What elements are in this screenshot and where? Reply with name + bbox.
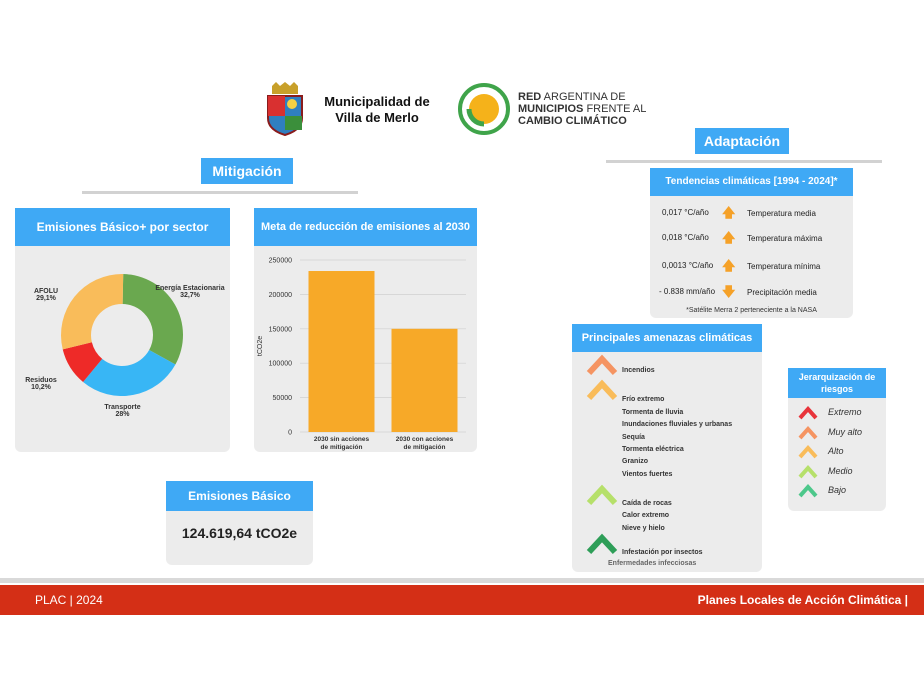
arrow-down-icon: 🡇	[722, 284, 736, 299]
mitigacion-title: Mitigación	[201, 158, 293, 184]
bar	[308, 271, 375, 432]
donut-label-energia: Energía Estacionaria 32,7%	[155, 285, 225, 299]
adaptacion-title: Adaptación	[695, 128, 789, 154]
arrow-up-icon: 🡅	[722, 230, 736, 245]
y-tick-label: 150000	[269, 326, 292, 333]
bar-chart: 0 50000 100000 150000 200000 250000 tCO2e 2030 …	[257, 258, 466, 451]
x-tick-label: 2030 con acciones	[396, 436, 454, 443]
trend-value: 0,017 °C/año	[662, 208, 709, 217]
amenaza-item: Enfermedades infecciosas	[608, 560, 697, 567]
jerarquizacion-title: Jerarquización de riesgos	[788, 368, 886, 398]
trend-label: Temperatura máxima	[747, 234, 823, 243]
footer-bar: PLAC | 2024 Planes Locales de Acción Cli…	[0, 585, 924, 615]
trend-label: Temperatura media	[747, 209, 816, 218]
donut-label-transporte: Transporte 28%	[104, 404, 141, 418]
tendencias-row: - 0.838 mm/año 🡇 Precipitación media	[650, 283, 853, 305]
donut-card: Emisiones Básico+ por sector Energía Est…	[15, 208, 230, 452]
trend-value: 0,0013 °C/año	[662, 261, 714, 270]
donut-chart	[61, 274, 183, 396]
risk-level-label: Muy alto	[828, 426, 863, 437]
risk-level-label: Extremo	[828, 407, 862, 417]
y-tick-label: 200000	[269, 292, 292, 299]
arrow-up-icon: 🡅	[722, 205, 736, 220]
amenazas-title: Principales amenazas climáticas	[572, 324, 762, 352]
chevron-up-icon	[586, 379, 618, 401]
tendencias-title: Tendencias climáticas [1994 - 2024]*	[650, 168, 853, 196]
adaptacion-divider	[606, 160, 882, 163]
y-tick-label: 100000	[269, 361, 292, 368]
donut-slice	[62, 342, 103, 382]
chevron-up-icon	[798, 464, 818, 478]
chevron-up-icon	[586, 484, 618, 506]
basico-value: 124.619,64 tCO2e	[181, 525, 298, 541]
basico-title: Emisiones Básico	[166, 481, 313, 511]
footer-left: PLAC | 2024	[35, 593, 103, 607]
trend-value: - 0.838 mm/año	[659, 287, 716, 296]
y-tick-label: 50000	[273, 395, 293, 402]
red-logo-text: RED ARGENTINA DE MUNICIPIOS FRENTE AL CA…	[518, 91, 647, 127]
y-tick-label: 250000	[269, 258, 292, 265]
arrow-up-icon: 🡅	[722, 258, 736, 273]
chevron-up-icon	[798, 425, 818, 439]
risk-level-label: Alto	[828, 446, 844, 456]
red-logo-icon	[457, 82, 511, 136]
donut-slice	[122, 274, 183, 365]
chevron-up-icon	[798, 445, 818, 459]
x-tick-label: de mitigación	[404, 444, 446, 451]
tendencias-row: 0,017 °C/año 🡅 Temperatura media	[650, 204, 853, 226]
municipality-name: Municipalidad de Villa de Merlo	[324, 94, 430, 125]
amenaza-item: Infestación por insectos	[622, 549, 703, 556]
amenaza-item: Caída de rocas	[622, 500, 672, 507]
donut-label-residuos: Residuos 10,2%	[25, 377, 57, 391]
x-tick-label: de mitigación	[321, 444, 363, 451]
amenaza-item: Calor extremo	[622, 512, 670, 519]
amenazas-card: Principales amenazas climáticas Incendio…	[572, 324, 762, 572]
amenaza-item: Nieve y hielo	[622, 525, 665, 532]
amenaza-item: Inundaciones fluviales y urbanas	[622, 421, 733, 428]
chevron-up-icon	[586, 533, 618, 555]
basico-card: Emisiones Básico 124.619,64 tCO2e	[166, 481, 313, 565]
donut-slice	[61, 274, 124, 350]
trend-value: 0,018 °C/año	[662, 233, 709, 242]
tendencias-row: 0,0013 °C/año 🡅 Temperatura mínima	[650, 257, 853, 279]
footer-right: Planes Locales de Acción Climática |	[697, 593, 908, 607]
tendencias-row: 0,018 °C/año 🡅 Temperatura máxima	[650, 229, 853, 251]
amenaza-item: Incendios	[622, 367, 655, 374]
amenaza-item: Frío extremo	[622, 396, 665, 403]
amenaza-item: Vientos fuertes	[622, 471, 673, 478]
municipality-logo	[262, 82, 308, 137]
amenaza-item: Tormenta eléctrica	[622, 446, 684, 453]
mitigacion-divider	[82, 191, 358, 194]
bar-card: Meta de reducción de emisiones al 2030 0…	[254, 208, 477, 452]
amenaza-item: Tormenta de lluvia	[622, 409, 684, 416]
tendencias-note: *Satélite Merra 2 perteneciente a la NAS…	[686, 307, 817, 314]
chevron-up-icon	[586, 354, 618, 376]
trend-label: Precipitación media	[747, 288, 817, 297]
jerarquizacion-card: Jerarquización de riesgos Extremo Muy alt…	[788, 368, 886, 511]
donut-card-title: Emisiones Básico+ por sector	[15, 208, 230, 246]
risk-level-label: Bajo	[828, 485, 847, 495]
footer-top-line	[0, 578, 924, 583]
amenaza-item: Granizo	[622, 458, 649, 465]
donut-slice	[83, 349, 176, 396]
donut-label-afolu: AFOLU 29,1%	[33, 288, 59, 302]
chevron-up-icon	[798, 484, 818, 498]
tendencias-card: Tendencias climáticas [1994 - 2024]* 0,0…	[650, 168, 853, 318]
bar	[391, 328, 458, 432]
y-tick-label: 0	[288, 430, 292, 437]
x-tick-label: 2030 sin acciones	[314, 436, 370, 443]
risk-level-label: Medio	[828, 465, 853, 476]
amenaza-item: Sequía	[622, 434, 645, 441]
chevron-up-icon	[798, 406, 818, 420]
bar-card-title: Meta de reducción de emisiones al 2030	[254, 208, 477, 246]
trend-label: Temperatura mínima	[747, 262, 821, 271]
y-axis-label: tCO2e	[257, 336, 264, 356]
